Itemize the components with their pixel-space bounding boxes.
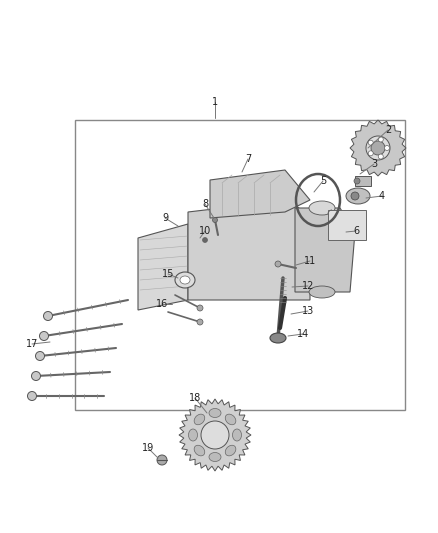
Text: 2: 2: [385, 125, 391, 135]
Polygon shape: [179, 399, 251, 471]
Ellipse shape: [225, 414, 236, 425]
Text: 13: 13: [302, 306, 314, 316]
Ellipse shape: [270, 333, 286, 343]
Text: 16: 16: [156, 299, 168, 309]
Text: 15: 15: [162, 269, 174, 279]
Circle shape: [371, 141, 385, 155]
Text: 7: 7: [245, 154, 251, 164]
Circle shape: [366, 136, 390, 160]
Circle shape: [378, 154, 383, 159]
Ellipse shape: [209, 408, 221, 417]
Text: 4: 4: [379, 191, 385, 201]
Circle shape: [351, 192, 359, 200]
Ellipse shape: [209, 453, 221, 462]
Circle shape: [157, 455, 167, 465]
Text: 12: 12: [302, 281, 314, 291]
Polygon shape: [295, 208, 355, 292]
Text: 17: 17: [26, 339, 38, 349]
Circle shape: [368, 151, 373, 156]
Ellipse shape: [180, 276, 190, 284]
Ellipse shape: [309, 201, 335, 215]
Circle shape: [197, 305, 203, 311]
Text: 5: 5: [320, 176, 326, 186]
Polygon shape: [138, 224, 188, 310]
Circle shape: [43, 311, 53, 320]
Ellipse shape: [346, 188, 370, 204]
Ellipse shape: [225, 445, 236, 456]
Text: 6: 6: [353, 226, 359, 236]
Polygon shape: [188, 200, 310, 300]
Text: 14: 14: [297, 329, 309, 339]
Text: 19: 19: [142, 443, 154, 453]
Bar: [355, 176, 371, 186]
Text: 11: 11: [304, 256, 316, 266]
Circle shape: [197, 319, 203, 325]
Bar: [75, 120, 405, 410]
Circle shape: [354, 178, 360, 184]
Ellipse shape: [175, 272, 195, 288]
Circle shape: [368, 140, 373, 145]
Circle shape: [201, 421, 229, 449]
Bar: [328, 210, 366, 240]
Circle shape: [202, 238, 208, 243]
Ellipse shape: [194, 414, 205, 425]
Text: 18: 18: [189, 393, 201, 403]
Polygon shape: [350, 120, 406, 176]
Text: 1: 1: [212, 97, 218, 107]
Ellipse shape: [233, 429, 241, 441]
Circle shape: [378, 137, 383, 142]
Circle shape: [28, 392, 36, 400]
Circle shape: [39, 332, 49, 341]
Text: 10: 10: [199, 226, 211, 236]
Circle shape: [212, 217, 218, 222]
Circle shape: [275, 261, 281, 267]
Text: 3: 3: [371, 159, 377, 169]
Polygon shape: [210, 170, 310, 218]
Circle shape: [35, 351, 45, 360]
Ellipse shape: [188, 429, 198, 441]
Text: 9: 9: [162, 213, 168, 223]
Text: 8: 8: [202, 199, 208, 209]
Ellipse shape: [194, 445, 205, 456]
Ellipse shape: [309, 286, 335, 298]
Circle shape: [32, 372, 40, 381]
Circle shape: [385, 146, 389, 150]
